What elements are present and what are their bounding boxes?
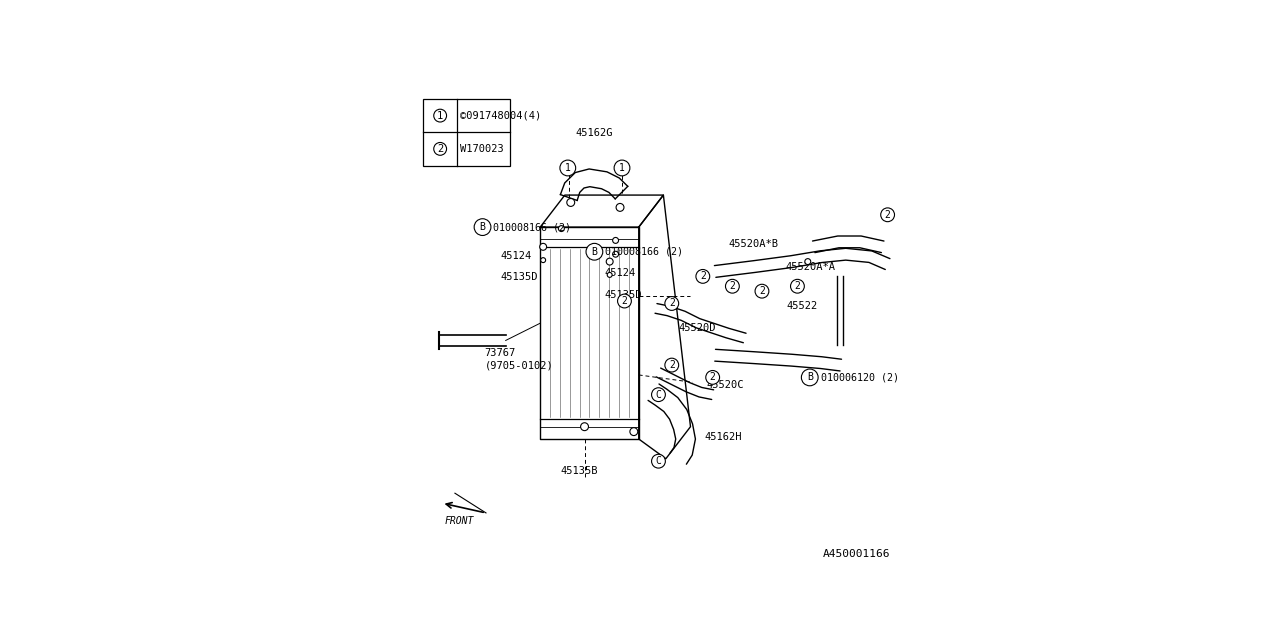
- Circle shape: [664, 358, 678, 372]
- Text: 45520C: 45520C: [707, 380, 744, 390]
- Circle shape: [474, 219, 492, 236]
- Text: 2: 2: [759, 286, 765, 296]
- Circle shape: [652, 454, 666, 468]
- Text: 45135B: 45135B: [561, 466, 598, 476]
- Circle shape: [726, 279, 740, 293]
- Circle shape: [614, 160, 630, 176]
- Text: B: B: [591, 247, 598, 257]
- Text: A450001166: A450001166: [823, 548, 890, 559]
- Circle shape: [805, 259, 810, 264]
- Circle shape: [540, 243, 547, 250]
- Text: B: B: [806, 372, 813, 383]
- Text: 45520A*A: 45520A*A: [785, 262, 835, 271]
- Circle shape: [617, 294, 631, 308]
- Text: 1: 1: [620, 163, 625, 173]
- Circle shape: [664, 296, 678, 310]
- Text: 2: 2: [700, 271, 705, 282]
- Circle shape: [805, 376, 810, 381]
- Text: 2: 2: [884, 210, 891, 220]
- Text: 45522: 45522: [787, 301, 818, 311]
- Circle shape: [586, 243, 603, 260]
- Text: 010006120 (2): 010006120 (2): [820, 372, 899, 383]
- Text: B: B: [480, 222, 485, 232]
- Text: (9705-0102): (9705-0102): [485, 360, 553, 370]
- Circle shape: [801, 369, 818, 386]
- Circle shape: [434, 143, 447, 156]
- Circle shape: [791, 279, 804, 293]
- Text: 45124: 45124: [604, 268, 635, 278]
- Bar: [424, 99, 509, 166]
- Circle shape: [696, 269, 709, 284]
- Text: 2: 2: [669, 360, 675, 370]
- Circle shape: [616, 204, 623, 211]
- Circle shape: [881, 208, 895, 221]
- Text: FRONT: FRONT: [444, 516, 474, 526]
- Text: 1: 1: [436, 111, 443, 120]
- Circle shape: [558, 226, 564, 232]
- Text: 45135D: 45135D: [604, 290, 641, 300]
- Circle shape: [540, 258, 545, 262]
- Text: 2: 2: [622, 296, 627, 306]
- Text: 45520D: 45520D: [678, 323, 716, 333]
- Text: 010008166 (2): 010008166 (2): [493, 222, 571, 232]
- Circle shape: [613, 252, 618, 257]
- Text: 1: 1: [564, 163, 571, 173]
- Text: 45135D: 45135D: [500, 273, 539, 282]
- Text: 010008166 (2): 010008166 (2): [605, 247, 684, 257]
- Circle shape: [607, 273, 612, 277]
- Text: 2: 2: [730, 281, 735, 291]
- Text: C: C: [655, 456, 662, 466]
- Text: W170023: W170023: [460, 144, 503, 154]
- Text: ©091748004(4): ©091748004(4): [460, 111, 541, 120]
- Text: 45162H: 45162H: [704, 431, 742, 442]
- Text: 2: 2: [436, 144, 443, 154]
- Circle shape: [630, 428, 637, 436]
- Text: 45520A*B: 45520A*B: [728, 239, 780, 250]
- Circle shape: [755, 284, 769, 298]
- Circle shape: [559, 160, 576, 176]
- Text: 2: 2: [795, 281, 800, 291]
- Text: 45162G: 45162G: [576, 129, 613, 138]
- Circle shape: [607, 258, 613, 265]
- Circle shape: [705, 371, 719, 384]
- Text: C: C: [655, 390, 662, 399]
- Text: 2: 2: [669, 298, 675, 308]
- Circle shape: [652, 388, 666, 401]
- Text: 45124: 45124: [500, 251, 532, 260]
- Circle shape: [613, 237, 618, 243]
- Circle shape: [434, 109, 447, 122]
- Text: 2: 2: [709, 372, 716, 383]
- Text: 73767: 73767: [485, 348, 516, 358]
- Circle shape: [581, 423, 589, 431]
- Circle shape: [567, 198, 575, 207]
